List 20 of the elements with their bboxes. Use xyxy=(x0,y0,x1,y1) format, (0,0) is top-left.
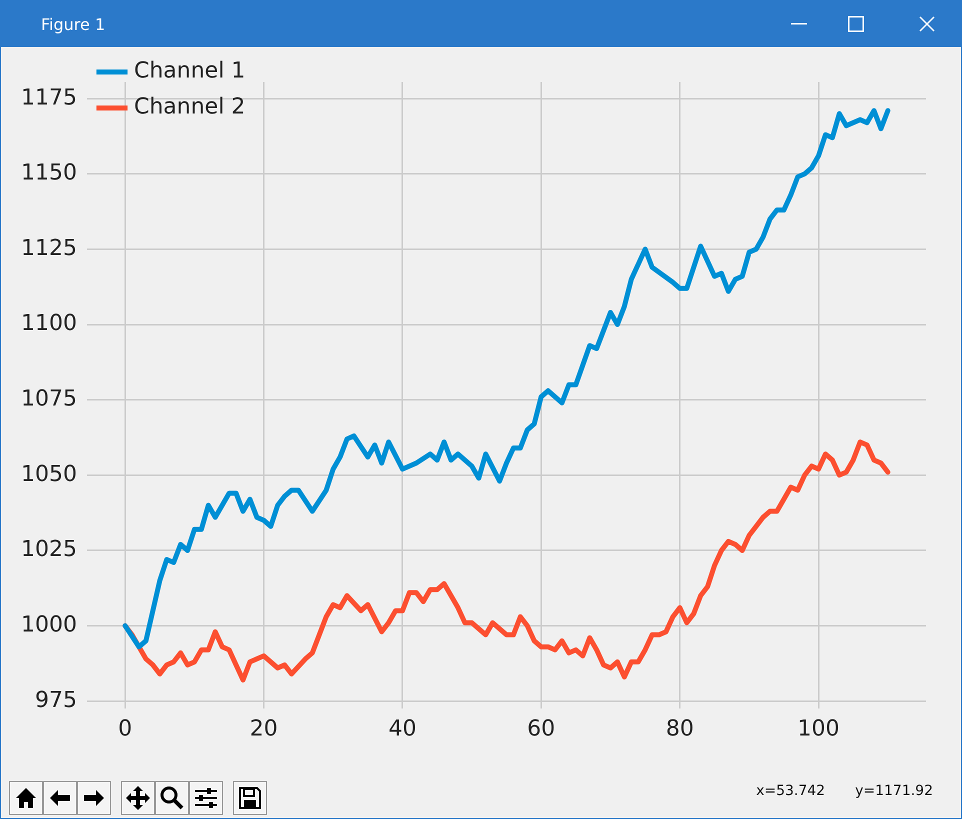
text: y=1171.92 xyxy=(855,783,933,799)
y-tick-label: 1100 xyxy=(20,311,77,336)
y-tick-label: 1125 xyxy=(20,236,77,261)
legend-label: Channel 1 xyxy=(134,58,246,84)
x-tick-label: 60 xyxy=(527,716,556,742)
x-tick-label: 80 xyxy=(666,716,694,742)
y-tick-label: 1175 xyxy=(20,85,77,110)
y-tick-label: 1000 xyxy=(20,612,77,638)
x-tick-label: 20 xyxy=(250,716,278,742)
y-tick-label: 1025 xyxy=(20,537,77,562)
y-tick-label: 1050 xyxy=(20,462,77,487)
chart-title: Figure 1 xyxy=(41,14,106,34)
y-tick-label: 1075 xyxy=(20,386,77,412)
x-tick-label: 40 xyxy=(388,716,416,742)
x-tick-label: 0 xyxy=(118,716,132,742)
text: x=53.742 xyxy=(756,783,826,799)
y-tick-label: 975 xyxy=(34,688,77,713)
y-tick-label: 1150 xyxy=(20,160,77,186)
x-tick-label: 100 xyxy=(798,716,840,742)
legend-label: Channel 2 xyxy=(134,94,246,120)
